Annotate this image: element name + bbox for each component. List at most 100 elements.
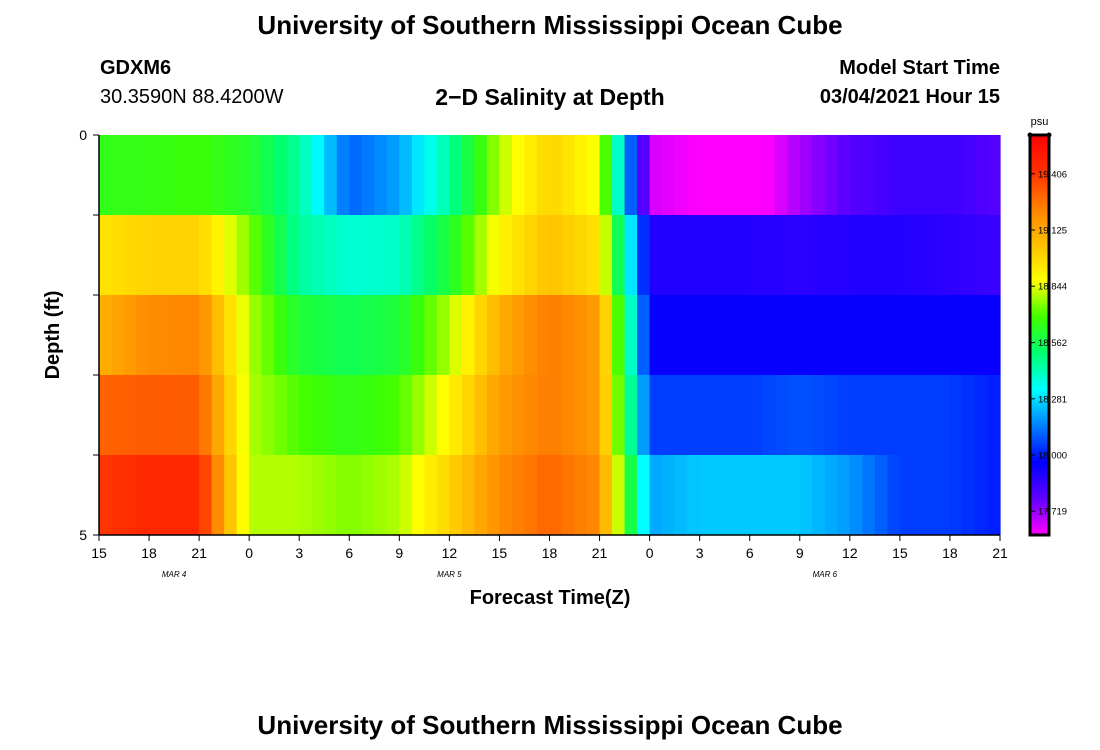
heatmap-cell bbox=[424, 375, 438, 456]
heatmap-cell bbox=[924, 215, 939, 296]
heatmap-cell bbox=[762, 135, 776, 216]
heatmap-cell bbox=[787, 455, 801, 536]
x-tick-label: 9 bbox=[796, 545, 804, 561]
heatmap-cell bbox=[436, 455, 450, 536]
heatmap-cell bbox=[186, 135, 200, 216]
heatmap-cell bbox=[124, 295, 138, 376]
heatmap-cell bbox=[324, 135, 338, 216]
heatmap-cell bbox=[724, 215, 738, 296]
heatmap-cell bbox=[374, 135, 388, 216]
heatmap-cell bbox=[637, 215, 651, 296]
y-tick-label: 5 bbox=[79, 527, 87, 543]
heatmap-cell bbox=[549, 455, 563, 536]
heatmap-cell bbox=[787, 135, 801, 216]
heatmap-cell bbox=[874, 215, 888, 296]
heatmap-cell bbox=[424, 135, 438, 216]
heatmap-cell bbox=[149, 295, 163, 376]
heatmap-cell bbox=[299, 295, 313, 376]
heatmap-cell bbox=[712, 295, 726, 376]
heatmap-cell bbox=[311, 455, 325, 536]
heatmap-cell bbox=[411, 135, 425, 216]
heatmap-cell bbox=[587, 215, 601, 296]
heatmap-cell bbox=[99, 135, 113, 216]
heatmap-cell bbox=[274, 455, 288, 536]
heatmap-cell bbox=[824, 215, 838, 296]
heatmap-cell bbox=[799, 455, 813, 536]
heatmap-cell bbox=[199, 295, 213, 376]
heatmap-cell bbox=[712, 135, 726, 216]
heatmap-cell bbox=[937, 375, 951, 456]
heatmap-cell bbox=[386, 295, 400, 376]
heatmap-cell bbox=[474, 135, 488, 216]
heatmap-cell bbox=[261, 135, 275, 216]
heatmap-cell bbox=[111, 215, 125, 296]
heatmap-cell bbox=[374, 295, 388, 376]
depth-band-3 bbox=[99, 375, 1001, 456]
heatmap-cell bbox=[286, 135, 300, 216]
heatmap-cell bbox=[762, 215, 776, 296]
heatmap-cell bbox=[424, 215, 438, 296]
heatmap-cell bbox=[824, 135, 838, 216]
heatmap-cell bbox=[411, 375, 425, 456]
heatmap-cell bbox=[236, 215, 250, 296]
heatmap-cell bbox=[749, 295, 763, 376]
colorbar-tick-label: 18.000 bbox=[1038, 451, 1067, 462]
heatmap-cell bbox=[249, 295, 263, 376]
depth-band-0 bbox=[99, 135, 1001, 216]
colorbar-tick-label: 18.281 bbox=[1038, 394, 1067, 405]
heatmap-cell bbox=[724, 455, 738, 536]
heatmap-cell bbox=[161, 135, 175, 216]
x-tick-label: 3 bbox=[696, 545, 704, 561]
heatmap-cell bbox=[286, 455, 300, 536]
heatmap-cell bbox=[974, 215, 989, 296]
heatmap-cell bbox=[274, 215, 288, 296]
heatmap-cell bbox=[211, 135, 225, 216]
heatmap-cell bbox=[724, 135, 738, 216]
heatmap-cell bbox=[974, 375, 989, 456]
heatmap-cell bbox=[949, 455, 964, 536]
heatmap-cell bbox=[912, 135, 926, 216]
heatmap-cell bbox=[286, 375, 300, 456]
heatmap-cell bbox=[662, 295, 676, 376]
colorbar-unit: psu bbox=[1031, 116, 1049, 128]
heatmap-cell bbox=[299, 455, 313, 536]
heatmap-cell bbox=[599, 375, 613, 456]
heatmap-cell bbox=[637, 455, 651, 536]
heatmap-cell bbox=[461, 455, 476, 536]
heatmap-cell bbox=[562, 455, 576, 536]
heatmap-cell bbox=[562, 215, 576, 296]
heatmap-cell bbox=[662, 215, 676, 296]
heatmap-cell bbox=[461, 215, 476, 296]
heatmap-cell bbox=[449, 215, 463, 296]
heatmap-cell bbox=[449, 375, 463, 456]
heatmap-cell bbox=[549, 135, 563, 216]
heatmap-cell bbox=[599, 135, 613, 216]
heatmap-cell bbox=[762, 295, 776, 376]
heatmap-cell bbox=[712, 215, 726, 296]
heatmap-cell bbox=[511, 135, 526, 216]
heatmap-cell bbox=[687, 135, 701, 216]
heatmap-cell bbox=[499, 375, 513, 456]
heatmap-cell bbox=[674, 375, 688, 456]
heatmap-cell bbox=[749, 455, 763, 536]
heatmap-cell bbox=[699, 295, 713, 376]
heatmap-cell bbox=[787, 295, 801, 376]
heatmap-cell bbox=[624, 375, 638, 456]
heatmap-cell bbox=[874, 295, 888, 376]
heatmap-cell bbox=[386, 455, 400, 536]
heatmap-cell bbox=[824, 455, 838, 536]
heatmap-cell bbox=[674, 295, 688, 376]
colorbar-tick-label: 18.562 bbox=[1038, 338, 1067, 349]
heatmap-cell bbox=[311, 215, 325, 296]
heatmap-cell bbox=[324, 295, 338, 376]
heatmap-cell bbox=[799, 295, 813, 376]
heatmap-cell bbox=[236, 375, 250, 456]
heatmap-cell bbox=[812, 135, 826, 216]
heatmap-cell bbox=[486, 455, 501, 536]
heatmap-cell bbox=[862, 455, 876, 536]
date-label: MAR 5 bbox=[437, 570, 462, 579]
heatmap-cell bbox=[974, 455, 989, 536]
heatmap-cell bbox=[849, 215, 863, 296]
heatmap-cell bbox=[987, 375, 1001, 456]
y-tick-label: 0 bbox=[79, 127, 87, 143]
